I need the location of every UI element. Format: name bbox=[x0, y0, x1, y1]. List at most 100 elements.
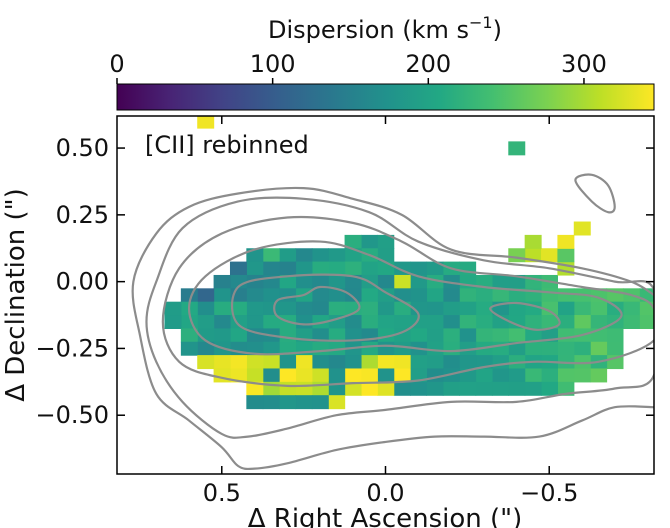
dispersion-pixel bbox=[393, 315, 411, 329]
y-tick-label: 0.50 bbox=[56, 134, 109, 162]
dispersion-pixel bbox=[360, 288, 378, 303]
dispersion-pixel bbox=[377, 261, 395, 276]
dispersion-pixel bbox=[197, 355, 215, 370]
dispersion-pixel bbox=[295, 395, 313, 410]
dispersion-pixel bbox=[377, 341, 395, 356]
dispersion-pixel bbox=[377, 315, 395, 329]
dispersion-pixel bbox=[557, 234, 575, 249]
intensity-contours bbox=[131, 173, 654, 471]
dispersion-pixel bbox=[541, 368, 558, 383]
dispersion-pixel bbox=[377, 274, 395, 289]
dispersion-pixel bbox=[360, 261, 378, 276]
dispersion-pixel bbox=[295, 248, 313, 263]
dispersion-pixel bbox=[508, 368, 526, 383]
colorbar-ticks: 0 100 200 300 bbox=[109, 50, 607, 84]
dispersion-pixel bbox=[328, 328, 346, 343]
dispersion-pixel bbox=[508, 248, 526, 263]
dispersion-pixel bbox=[311, 328, 329, 343]
x-tick-label: 0.0 bbox=[366, 479, 404, 507]
dispersion-pixel bbox=[426, 381, 444, 396]
colorbar-tick-label: 0 bbox=[109, 50, 124, 78]
dispersion-pixel bbox=[360, 301, 378, 316]
colorbar-label-superscript: −1 bbox=[469, 13, 493, 32]
dispersion-pixel bbox=[279, 355, 297, 370]
contour-line bbox=[145, 196, 654, 439]
dispersion-pixel bbox=[590, 368, 608, 383]
dispersion-pixel bbox=[344, 368, 362, 383]
dispersion-pixel bbox=[262, 288, 280, 303]
dispersion-pixel bbox=[246, 301, 264, 316]
dispersion-pixel bbox=[197, 301, 215, 316]
dispersion-pixel bbox=[164, 315, 182, 329]
dispersion-pixel bbox=[360, 341, 378, 356]
dispersion-pixel bbox=[491, 368, 509, 383]
dispersion-pixel bbox=[229, 328, 247, 343]
dispersion-pixel bbox=[524, 341, 542, 356]
dispersion-pixel bbox=[229, 355, 247, 370]
dispersion-pixel bbox=[541, 315, 558, 329]
dispersion-pixel bbox=[279, 368, 297, 383]
dispersion-pixel bbox=[442, 328, 460, 343]
dispersion-pixel bbox=[344, 381, 362, 396]
dispersion-pixel bbox=[279, 248, 297, 263]
dispersion-pixel bbox=[442, 355, 460, 370]
contour-line bbox=[489, 301, 561, 331]
y-tick-label: −0.25 bbox=[35, 334, 109, 362]
x-tick-label: −0.5 bbox=[520, 479, 578, 507]
dispersion-pixel bbox=[639, 301, 654, 316]
dispersion-pixel bbox=[410, 355, 428, 370]
dispersion-pixel bbox=[524, 315, 542, 329]
dispersion-pixel bbox=[410, 381, 428, 396]
x-tick-label: 0.5 bbox=[203, 479, 241, 507]
dispersion-pixel bbox=[475, 381, 493, 396]
dispersion-pixel bbox=[475, 328, 493, 343]
dispersion-pixel bbox=[606, 341, 624, 356]
dispersion-pixel bbox=[328, 395, 346, 410]
dispersion-pixel bbox=[197, 116, 215, 129]
dispersion-pixel bbox=[213, 274, 231, 289]
x-axis-label: Δ Right Ascension (") bbox=[248, 504, 523, 528]
dispersion-pixel bbox=[262, 395, 280, 410]
dispersion-pixel bbox=[360, 315, 378, 329]
dispersion-pixel bbox=[508, 381, 526, 396]
dispersion-pixel bbox=[344, 315, 362, 329]
dispersion-pixel bbox=[279, 261, 297, 276]
dispersion-pixel bbox=[393, 341, 411, 356]
dispersion-pixel bbox=[377, 234, 395, 249]
dispersion-pixel bbox=[229, 315, 247, 329]
dispersion-pixel bbox=[328, 355, 346, 370]
dispersion-pixel bbox=[459, 341, 477, 356]
dispersion-pixel bbox=[541, 301, 558, 316]
y-tick-label: −0.50 bbox=[35, 401, 109, 429]
contour-line bbox=[574, 173, 616, 214]
dispersion-pixel bbox=[344, 288, 362, 303]
dispersion-pixel bbox=[197, 288, 215, 303]
dispersion-pixel bbox=[393, 301, 411, 316]
dispersion-pixel bbox=[557, 341, 575, 356]
dispersion-pixel bbox=[377, 368, 395, 383]
dispersion-pixel bbox=[197, 315, 215, 329]
contour-line bbox=[131, 186, 654, 471]
dispersion-pixel bbox=[262, 248, 280, 263]
y-axis-label: Δ Declination (") bbox=[1, 188, 31, 402]
dispersion-pixel bbox=[328, 248, 346, 263]
dispersion-pixel bbox=[557, 248, 575, 263]
dispersion-pixel bbox=[573, 341, 591, 356]
dispersion-pixel bbox=[295, 301, 313, 316]
dispersion-pixel bbox=[213, 301, 231, 316]
dispersion-pixel bbox=[491, 328, 509, 343]
dispersion-pixel bbox=[262, 355, 280, 370]
dispersion-pixel bbox=[295, 381, 313, 396]
dispersion-pixel bbox=[344, 248, 362, 263]
dispersion-pixel bbox=[229, 368, 247, 383]
dispersion-pixel bbox=[541, 248, 558, 263]
dispersion-pixel bbox=[360, 234, 378, 249]
dispersion-pixel bbox=[197, 328, 215, 343]
dispersion-pixel bbox=[442, 288, 460, 303]
dispersion-pixel bbox=[573, 301, 591, 316]
dispersion-pixel bbox=[246, 395, 264, 410]
dispersion-pixel bbox=[377, 355, 395, 370]
dispersion-pixel bbox=[246, 381, 264, 396]
dispersion-pixel bbox=[213, 288, 231, 303]
